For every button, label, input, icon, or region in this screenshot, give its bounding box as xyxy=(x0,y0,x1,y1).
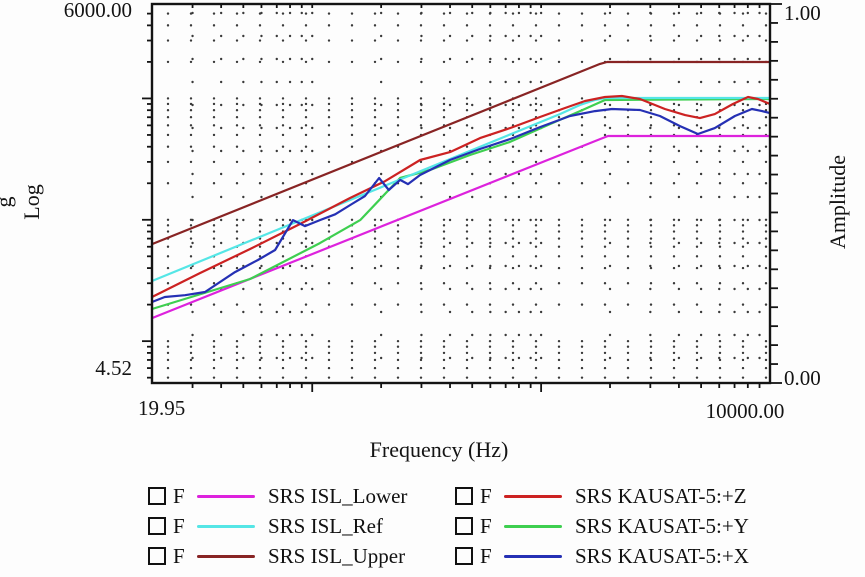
legend-checkbox[interactable] xyxy=(148,487,166,505)
x-axis-title: Frequency (Hz) xyxy=(369,437,509,462)
legend-checkbox-label: F xyxy=(173,483,185,508)
y-left-axis-title-line2: Log xyxy=(18,184,44,220)
legend-checkbox-label: F xyxy=(173,513,185,538)
legend-line-swatch xyxy=(504,554,562,558)
y-right-min-label: 0.00 xyxy=(784,366,821,390)
legend-checkbox[interactable] xyxy=(148,547,166,565)
legend-column-1: F SRS KAUSAT-5:+Z F SRS KAUSAT-5:+Y F SRS KAU… xyxy=(455,481,749,571)
y-left-axis-title-line1: g xyxy=(0,166,18,238)
y-right-axis-title: Amplitude xyxy=(825,154,850,250)
legend-checkbox[interactable] xyxy=(455,487,473,505)
legend-column-0: F SRS ISL_Lower F SRS ISL_Ref F SRS ISL_Upper xyxy=(148,481,455,571)
series-line-srs-kausat-5-+z xyxy=(150,94,772,299)
legend-series-label: SRS ISL_Ref xyxy=(268,513,383,538)
srs-plot-canvas xyxy=(142,2,782,392)
legend-line-swatch xyxy=(504,524,562,528)
y-right-max-label: 1.00 xyxy=(784,1,821,25)
plot-frame xyxy=(150,2,772,385)
legend-checkbox-label: F xyxy=(173,543,185,568)
legend-checkbox-label: F xyxy=(480,483,492,508)
legend-line-swatch xyxy=(504,494,562,498)
legend-line-swatch xyxy=(197,524,255,528)
legend-line-swatch xyxy=(197,494,255,498)
x-min-label: 19.95 xyxy=(138,396,186,420)
legend-series-label: SRS KAUSAT-5:+Z xyxy=(575,483,747,508)
legend-item: F SRS ISL_Upper xyxy=(148,541,455,571)
legend-item: F SRS ISL_Ref xyxy=(148,511,455,541)
legend-series-label: SRS ISL_Lower xyxy=(268,483,408,508)
y-left-max-label: 6000.00 xyxy=(63,0,132,22)
legend-series-label: SRS KAUSAT-5:+Y xyxy=(575,513,749,538)
legend-series-label: SRS KAUSAT-5:+X xyxy=(575,543,749,568)
legend-checkbox-label: F xyxy=(480,543,492,568)
series-line-srs-kausat-5-+y xyxy=(150,97,772,311)
legend-checkbox[interactable] xyxy=(455,517,473,535)
legend-item: F SRS ISL_Lower xyxy=(148,481,455,511)
series-line-srs-isl-upper xyxy=(150,60,772,246)
legend-item: F SRS KAUSAT-5:+Z xyxy=(455,481,749,511)
y-left-min-label: 4.52 xyxy=(95,356,132,380)
legend-line-swatch xyxy=(197,554,255,558)
legend-series-label: SRS ISL_Upper xyxy=(268,543,406,568)
series-line-srs-kausat-5-+x xyxy=(150,107,772,304)
series-line-srs-isl-lower xyxy=(150,134,772,320)
legend: F SRS ISL_Lower F SRS ISL_Ref F SRS ISL_Upper… xyxy=(148,481,749,571)
legend-checkbox[interactable] xyxy=(148,517,166,535)
legend-item: F SRS KAUSAT-5:+X xyxy=(455,541,749,571)
y-left-axis-title: g Log xyxy=(0,166,54,238)
legend-checkbox[interactable] xyxy=(455,547,473,565)
legend-item: F SRS KAUSAT-5:+Y xyxy=(455,511,749,541)
x-max-label: 10000.00 xyxy=(705,399,785,423)
legend-checkbox-label: F xyxy=(480,513,492,538)
grid-dots xyxy=(166,11,768,379)
